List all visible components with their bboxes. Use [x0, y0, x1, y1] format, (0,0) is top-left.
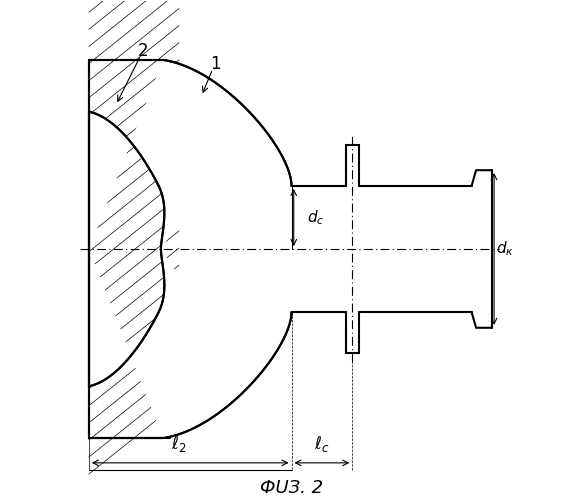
Polygon shape: [89, 249, 250, 438]
Text: 1: 1: [210, 56, 220, 74]
Polygon shape: [89, 60, 250, 249]
Polygon shape: [89, 249, 250, 438]
Polygon shape: [89, 60, 250, 249]
Text: $\ell_c$: $\ell_c$: [314, 434, 329, 454]
Text: ФUЗ. 2: ФUЗ. 2: [260, 478, 323, 496]
Text: $\ell_2$: $\ell_2$: [171, 434, 187, 454]
Text: $d_к$: $d_к$: [496, 240, 514, 258]
Text: 2: 2: [138, 42, 148, 60]
Text: $d_c$: $d_c$: [307, 208, 325, 227]
